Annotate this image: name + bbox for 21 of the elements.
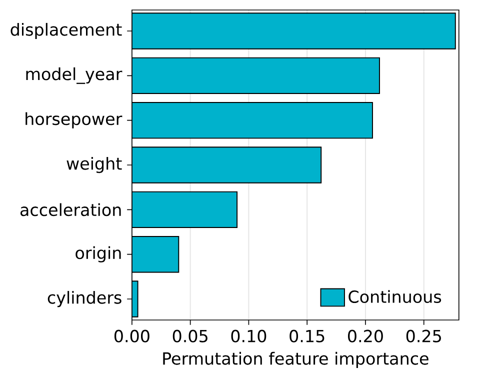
y-tick-label: acceleration [20, 203, 121, 216]
y-tick-label: weight [66, 156, 122, 174]
x-axis-title: Permutation feature importance [163, 352, 428, 368]
x-tick-label: 0.15 [290, 330, 324, 342]
bar [132, 102, 373, 139]
y-tick-label: origin [76, 246, 121, 262]
y-tick-label: model_year [26, 67, 122, 84]
y-tick-label: displacement [10, 22, 122, 40]
x-tick-label: 0.20 [348, 330, 383, 342]
x-tick-label: 0.05 [172, 330, 208, 342]
x-tick-label: 0.25 [406, 330, 441, 342]
legend-label: Continuous [348, 290, 442, 304]
bar [132, 146, 322, 184]
x-tick-label: 0.00 [114, 330, 150, 342]
bar [132, 57, 380, 94]
bar [132, 236, 180, 273]
x-tick-label: 0.10 [231, 330, 266, 342]
y-tick-label: horsepower [26, 112, 122, 128]
bar [132, 191, 238, 228]
y-tick-label: cylinders [48, 290, 122, 308]
bar [132, 12, 456, 50]
